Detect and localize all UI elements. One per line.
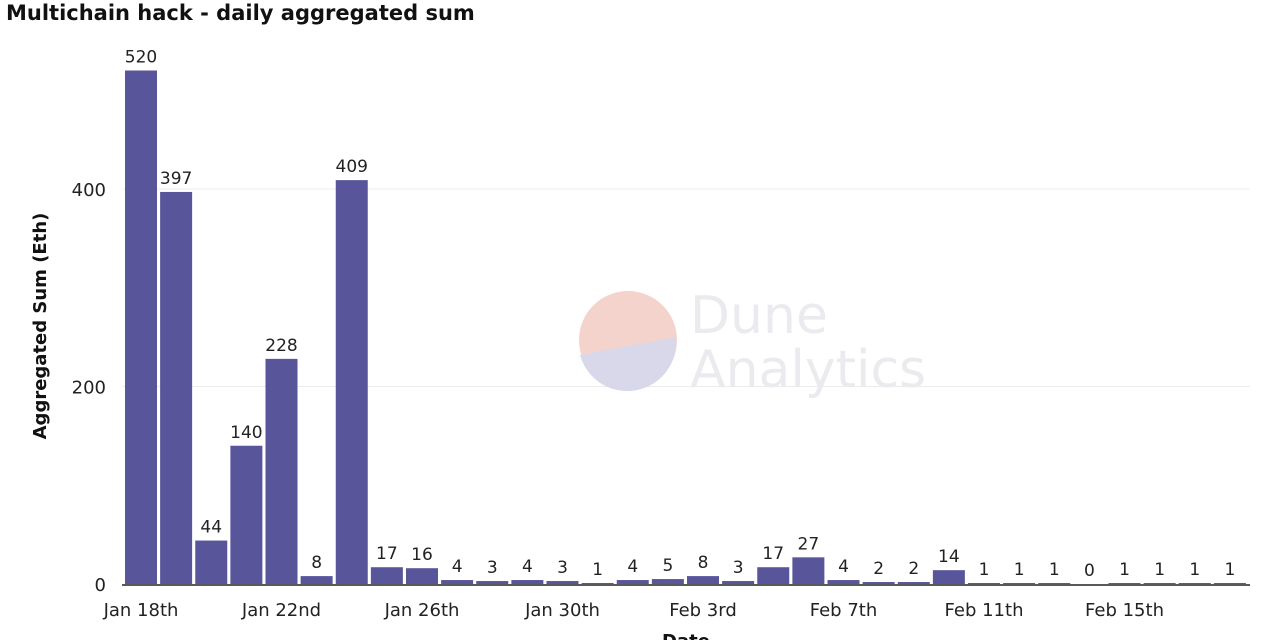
x-tick-label: Jan 26th: [384, 600, 460, 621]
data-label: 1: [979, 560, 990, 580]
bar[interactable]: [265, 358, 298, 584]
data-label: 2: [873, 559, 884, 579]
bar[interactable]: [757, 567, 790, 584]
bar[interactable]: [581, 583, 614, 584]
x-tick-label: Jan 22nd: [241, 600, 321, 621]
x-tick-label: Feb 7th: [810, 600, 878, 621]
y-tick-label: 200: [72, 378, 106, 399]
data-label: 1: [1014, 560, 1025, 580]
bars: [125, 70, 1246, 585]
data-label: 1: [1154, 560, 1165, 580]
data-label: 44: [200, 518, 222, 538]
bar[interactable]: [616, 580, 649, 584]
data-label: 1: [1224, 560, 1235, 580]
data-label: 140: [230, 423, 262, 443]
bar[interactable]: [1213, 583, 1246, 584]
data-label: 17: [376, 544, 398, 564]
data-label: 397: [160, 169, 192, 189]
data-label: 1: [1049, 560, 1060, 580]
x-axis-title: Date: [662, 631, 710, 640]
x-tick-label: Jan 30th: [524, 600, 600, 621]
bar[interactable]: [1038, 583, 1071, 584]
bar[interactable]: [932, 570, 965, 584]
chart-title: Multichain hack - daily aggregated sum: [6, 1, 475, 25]
y-tick-label: 0: [95, 575, 106, 596]
bar[interactable]: [1143, 583, 1176, 584]
bar[interactable]: [862, 582, 895, 584]
data-label: 520: [125, 48, 157, 68]
bar[interactable]: [722, 581, 755, 584]
data-label: 16: [411, 545, 433, 565]
x-axis-ticks: Jan 18th Jan 22nd Jan 26th Jan 30th Feb 3rd F…: [103, 600, 1164, 621]
data-label: 1: [592, 560, 603, 580]
data-label: 1: [1189, 560, 1200, 580]
bar[interactable]: [476, 581, 509, 584]
dune-analytics-watermark: Dune Analytics: [579, 286, 926, 400]
data-label: 27: [798, 534, 820, 554]
bar[interactable]: [1003, 583, 1036, 584]
watermark-logo-bottom: [580, 337, 677, 392]
data-label: 5: [662, 556, 673, 576]
data-label: 4: [838, 557, 849, 577]
data-label: 17: [762, 544, 784, 564]
x-tick-label: Feb 15th: [1085, 600, 1164, 621]
x-tick-label: Feb 3rd: [669, 600, 737, 621]
data-label: 4: [627, 557, 638, 577]
bar[interactable]: [897, 582, 930, 584]
data-label: 3: [487, 558, 498, 578]
bar[interactable]: [125, 70, 157, 585]
bar[interactable]: [546, 581, 579, 584]
watermark-line1: Dune: [690, 286, 828, 346]
y-axis-title: Aggregated Sum (Eth): [30, 213, 51, 440]
bar[interactable]: [651, 579, 684, 584]
y-tick-label: 400: [72, 180, 106, 201]
bar[interactable]: [687, 576, 719, 584]
data-label: 0: [1084, 561, 1095, 581]
bar[interactable]: [230, 445, 263, 584]
data-label: 4: [452, 557, 463, 577]
bar[interactable]: [300, 576, 333, 584]
data-label: 4: [522, 557, 533, 577]
x-tick-label: Jan 18th: [103, 600, 179, 621]
gridlines: [122, 188, 1250, 387]
bar[interactable]: [370, 567, 403, 584]
data-label: 14: [938, 547, 960, 567]
bar[interactable]: [160, 191, 193, 584]
y-axis-ticks: 0 200 400: [72, 180, 106, 596]
bar[interactable]: [195, 540, 228, 584]
bar[interactable]: [968, 583, 1000, 584]
bar[interactable]: [1108, 583, 1141, 584]
x-tick-label: Feb 11th: [945, 600, 1024, 621]
bar[interactable]: [511, 580, 544, 584]
bar[interactable]: [1178, 583, 1211, 584]
bar[interactable]: [792, 557, 825, 584]
data-label: 1: [1119, 560, 1130, 580]
data-label: 2: [908, 559, 919, 579]
watermark-line2: Analytics: [690, 340, 926, 400]
data-label: 3: [557, 558, 568, 578]
bar[interactable]: [441, 580, 474, 584]
data-label: 228: [265, 336, 297, 356]
data-label: 8: [698, 553, 709, 573]
data-label: 3: [733, 558, 744, 578]
bar[interactable]: [335, 180, 368, 585]
bar[interactable]: [827, 580, 860, 584]
data-label: 8: [311, 553, 322, 573]
bar[interactable]: [406, 568, 438, 584]
data-label: 409: [336, 157, 368, 177]
